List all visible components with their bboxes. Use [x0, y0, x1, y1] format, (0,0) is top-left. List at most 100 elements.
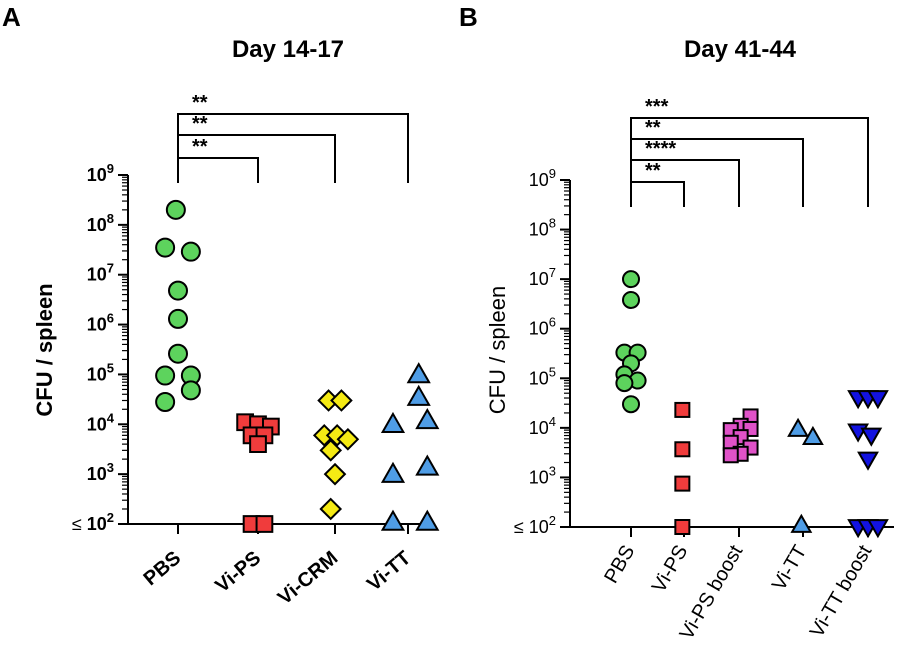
x-category-label: Vi-TT	[768, 542, 811, 595]
y-tick-power: 3	[549, 463, 556, 478]
data-point	[674, 401, 691, 418]
y-axis-label: CFU / spleen	[32, 283, 57, 416]
significance-bracket	[177, 157, 259, 183]
y-tick-label: 109	[529, 166, 556, 190]
y-tick-base: 10	[529, 368, 549, 388]
y-tick-power: 7	[107, 261, 114, 276]
y-tick-power: 2	[107, 510, 114, 525]
data-point	[155, 391, 176, 412]
data-point	[415, 454, 440, 476]
y-tick-base: 10	[529, 418, 549, 438]
y-tick-power: 8	[549, 216, 556, 231]
y-tick-base: 10	[87, 414, 107, 434]
data-point	[380, 509, 406, 531]
data-point	[615, 374, 634, 393]
data-point	[319, 497, 343, 521]
y-tick-label: 109	[87, 161, 114, 185]
y-tick-base: 10	[87, 514, 107, 534]
data-point	[674, 475, 691, 492]
data-point	[857, 451, 879, 471]
data-point	[155, 237, 176, 258]
data-point	[255, 515, 274, 533]
significance-label: ****	[645, 138, 676, 160]
y-tick-prefix: ≤	[514, 517, 529, 537]
series-pbs	[615, 270, 647, 414]
series-vi-ps	[236, 413, 280, 533]
data-point	[168, 343, 188, 364]
significance-bracket	[630, 117, 869, 207]
data-point	[323, 462, 347, 486]
y-tick-label: ≤ 102	[514, 513, 556, 537]
chart-title: Day 14-17	[232, 36, 344, 63]
y-axis-label: CFU / spleen	[485, 286, 510, 414]
series-pbs	[155, 199, 201, 412]
y-tick-power: 8	[107, 211, 114, 226]
data-point	[622, 395, 640, 414]
data-point	[406, 384, 431, 406]
significance-label: **	[192, 92, 208, 114]
y-tick-base: 10	[529, 170, 549, 190]
data-point	[155, 365, 176, 386]
data-point	[801, 425, 824, 446]
y-tick-label: 107	[87, 261, 114, 285]
panel-letter-a: A	[2, 2, 21, 32]
data-point	[866, 390, 889, 410]
significance-label: **	[192, 136, 208, 158]
y-tick-power: 4	[107, 410, 115, 425]
chart-title: Day 41-44	[684, 36, 797, 63]
data-point	[415, 407, 440, 430]
y-tick-power: 5	[549, 364, 556, 379]
y-tick-base: 10	[529, 517, 549, 537]
y-tick-power: 9	[107, 161, 114, 176]
y-tick-power: 3	[107, 460, 114, 475]
data-point	[168, 308, 188, 329]
data-point	[790, 513, 813, 533]
y-tick-label: 105	[529, 364, 556, 388]
data-point	[249, 435, 267, 454]
data-point	[415, 509, 440, 531]
significance-bracket	[630, 181, 685, 207]
series-vi-tt	[380, 362, 440, 531]
y-tick-base: 10	[529, 319, 549, 339]
data-point	[168, 280, 188, 301]
significance-label: ***	[645, 96, 669, 118]
data-point	[787, 417, 809, 437]
x-category-label: PBS	[600, 542, 639, 588]
significance-bracket	[177, 113, 409, 183]
y-tick-base: 10	[529, 220, 549, 240]
data-point	[180, 241, 201, 262]
data-point	[380, 461, 406, 483]
series-vi-tt-boost	[847, 390, 889, 539]
data-point	[622, 290, 640, 309]
data-point	[319, 439, 343, 462]
y-tick-label: ≤ 102	[72, 510, 114, 534]
y-tick-prefix: ≤	[72, 514, 87, 534]
y-tick-base: 10	[87, 265, 107, 285]
y-tick-label: 103	[87, 460, 114, 484]
x-category-label: Vi-TT boost	[806, 541, 877, 641]
y-tick-label: 105	[87, 360, 114, 384]
series-vi-crm	[312, 389, 360, 521]
data-point	[330, 389, 353, 412]
data-point	[180, 380, 201, 401]
y-tick-base: 10	[87, 215, 107, 235]
y-tick-base: 10	[87, 315, 107, 335]
y-tick-label: 104	[529, 414, 556, 438]
data-point	[860, 427, 883, 447]
significance-label: **	[192, 113, 208, 135]
y-tick-power: 6	[107, 311, 114, 326]
x-category-label: Vi-PS	[648, 542, 692, 597]
y-tick-power: 7	[549, 265, 556, 280]
y-tick-base: 10	[87, 464, 107, 484]
y-tick-base: 10	[529, 269, 549, 289]
significance-label: **	[645, 117, 661, 139]
x-category-label: Vi-CRM	[274, 547, 342, 609]
panel-letter-b: B	[459, 2, 478, 32]
y-tick-power: 4	[549, 414, 556, 429]
data-point	[165, 199, 186, 220]
y-tick-base: 10	[87, 364, 107, 384]
data-point	[674, 519, 691, 535]
